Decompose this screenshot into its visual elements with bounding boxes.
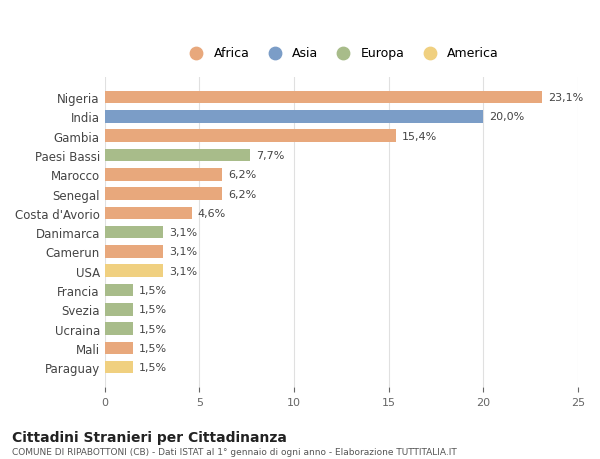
Text: COMUNE DI RIPABOTTONI (CB) - Dati ISTAT al 1° gennaio di ogni anno - Elaborazion: COMUNE DI RIPABOTTONI (CB) - Dati ISTAT … [12, 448, 457, 456]
Bar [105, 246, 163, 258]
Text: 1,5%: 1,5% [139, 324, 167, 334]
Bar [105, 188, 222, 201]
Bar [105, 111, 483, 123]
Text: 4,6%: 4,6% [197, 208, 226, 218]
Bar [105, 130, 396, 143]
Text: 1,5%: 1,5% [139, 285, 167, 295]
Bar [105, 342, 133, 354]
Text: 7,7%: 7,7% [256, 151, 284, 161]
Bar [105, 361, 133, 374]
Bar [105, 284, 133, 297]
Bar [105, 207, 192, 220]
Text: 3,1%: 3,1% [169, 247, 197, 257]
Text: 3,1%: 3,1% [169, 266, 197, 276]
Bar [105, 150, 250, 162]
Bar [105, 303, 133, 316]
Text: 3,1%: 3,1% [169, 228, 197, 238]
Bar [105, 323, 133, 335]
Text: 6,2%: 6,2% [228, 170, 256, 180]
Text: Cittadini Stranieri per Cittadinanza: Cittadini Stranieri per Cittadinanza [12, 430, 287, 444]
Text: 1,5%: 1,5% [139, 362, 167, 372]
Bar [105, 226, 163, 239]
Text: 1,5%: 1,5% [139, 305, 167, 314]
Bar [105, 92, 542, 104]
Legend: Africa, Asia, Europa, America: Africa, Asia, Europa, America [180, 44, 503, 64]
Text: 15,4%: 15,4% [402, 131, 437, 141]
Bar [105, 265, 163, 277]
Text: 6,2%: 6,2% [228, 189, 256, 199]
Text: 20,0%: 20,0% [489, 112, 524, 122]
Text: 23,1%: 23,1% [548, 93, 583, 103]
Text: 1,5%: 1,5% [139, 343, 167, 353]
Bar [105, 168, 222, 181]
